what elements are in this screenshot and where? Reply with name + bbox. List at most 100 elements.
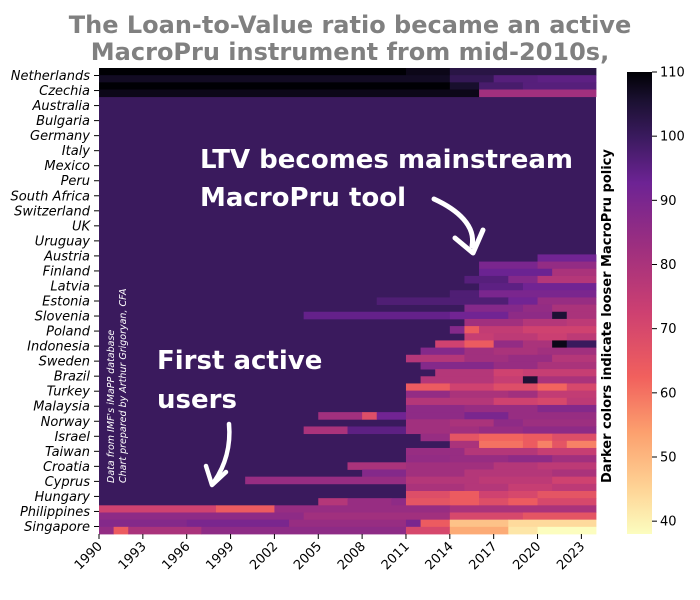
heatmap-cell (522, 82, 597, 90)
heatmap-cell (566, 333, 597, 341)
heatmap-cell (552, 268, 597, 277)
heatmap-cell (493, 462, 538, 470)
heatmap-cell (493, 333, 538, 341)
heatmap-cell (522, 326, 597, 334)
heatmap-cell (537, 383, 568, 392)
heatmap-cell (449, 455, 509, 463)
heatmap-cell (493, 376, 524, 384)
heatmap-cell (537, 297, 597, 305)
heatmap-cell (405, 483, 465, 492)
heatmap-cell (128, 526, 202, 535)
heatmap-cell (464, 447, 538, 456)
heatmap-cell (493, 369, 524, 377)
credit-line-2: Chart prepared by Arthur Grigoryan, CFA (118, 288, 129, 483)
heatmap-cell (420, 519, 451, 528)
heatmap-cell (508, 455, 553, 463)
heatmap-cell (537, 447, 597, 456)
y-tick-label: South Africa (11, 189, 90, 204)
heatmap-cell (449, 490, 480, 499)
heatmap-cell (537, 261, 597, 270)
heatmap-cell (537, 75, 597, 83)
heatmap-cell (405, 383, 451, 392)
heatmap-cell (449, 290, 480, 298)
heatmap-cell (537, 361, 597, 370)
y-tick-label: Switzerland (14, 204, 91, 219)
heatmap-cell (318, 412, 363, 420)
heatmap-cell (508, 490, 538, 499)
heatmap-cell (479, 440, 524, 449)
y-tick-label: Turkey (47, 385, 91, 400)
y-tick-label: Croatia (43, 460, 90, 475)
heatmap-cell (449, 512, 524, 521)
heatmap-cell (449, 82, 480, 90)
heatmap-cell (303, 311, 451, 320)
heatmap-cell (479, 89, 597, 98)
heatmap-cell (464, 333, 495, 341)
colorbar-tick-label: 70 (660, 322, 677, 337)
heatmap-cell (405, 412, 465, 420)
heatmap-cell (522, 304, 553, 313)
heatmap-cell (405, 526, 451, 535)
chart-title-line-2: MacroPru instrument from mid-2010s, (90, 38, 610, 66)
heatmap-cell (493, 347, 538, 356)
heatmap-cell (552, 455, 597, 463)
heatmap-cell (99, 75, 451, 83)
annotation-mainstream-line-2: MacroPru tool (200, 183, 406, 213)
heatmap-cell (508, 526, 538, 535)
heatmap-cell (405, 462, 495, 470)
heatmap-cell (449, 326, 465, 334)
heatmap-cell (99, 505, 217, 513)
heatmap-cell (537, 462, 597, 470)
heatmap-cell (215, 505, 275, 513)
x-tick-label: 2002 (247, 539, 281, 573)
heatmap-cell (508, 519, 597, 528)
heatmap-cell (479, 283, 524, 291)
heatmap-cell (479, 426, 524, 435)
y-tick-label: Philippines (20, 505, 90, 520)
heatmap-cell (464, 412, 509, 420)
y-tick-label: Peru (61, 174, 90, 189)
heatmap-cell (493, 340, 524, 348)
chart-title: The Loan-to-Value ratio became an active… (0, 12, 700, 66)
y-tick-label: Taiwan (45, 445, 90, 460)
heatmap-cell (99, 89, 480, 98)
heatmap-cell (552, 476, 597, 485)
x-tick-label: 2023 (554, 539, 588, 573)
heatmap-cell (522, 419, 597, 427)
heatmap-cell (537, 498, 597, 506)
heatmap-cell (552, 304, 597, 313)
annotation-first-line-1: First active (157, 346, 322, 376)
x-tick-label: 2005 (291, 539, 325, 573)
heatmap-cell (522, 340, 553, 348)
heatmap-cell (493, 397, 538, 406)
y-tick-label: Finland (43, 264, 91, 279)
heatmap-cell (537, 347, 597, 356)
heatmap-cell (274, 505, 451, 513)
y-tick-label: Germany (30, 129, 90, 144)
heatmap-cell (479, 82, 524, 90)
heatmap-cell (449, 390, 509, 399)
y-tick-label: Singapore (24, 520, 90, 535)
x-axis: 1990 1993 1996 1999 2002 2005 2008 2011 2014 2017… (72, 534, 588, 573)
colorbar-tick-label: 40 (660, 515, 677, 530)
heatmap-cell (420, 433, 451, 442)
heatmap-cell (420, 361, 495, 370)
x-tick-label: 2020 (510, 539, 544, 573)
y-tick-label: Norway (41, 415, 91, 430)
heatmap-cell (566, 311, 597, 320)
x-tick-label: 1999 (203, 539, 237, 573)
heatmap-cell (566, 340, 597, 348)
heatmap-cell (537, 440, 553, 449)
y-tick-label: Poland (46, 325, 91, 340)
heatmap-cell (113, 526, 129, 535)
heatmap-cell (537, 254, 597, 262)
heatmap-cell (508, 412, 597, 420)
heatmap-cell (376, 412, 407, 420)
heatmap-cell (508, 483, 553, 492)
colorbar-label: Darker colors indicate looser MacroPru p… (600, 149, 615, 483)
heatmap-cell (449, 519, 509, 528)
heatmap-cell (449, 75, 495, 83)
heatmap-cell (522, 369, 597, 377)
heatmap-cell (99, 512, 305, 521)
heatmap-cell (464, 469, 553, 478)
